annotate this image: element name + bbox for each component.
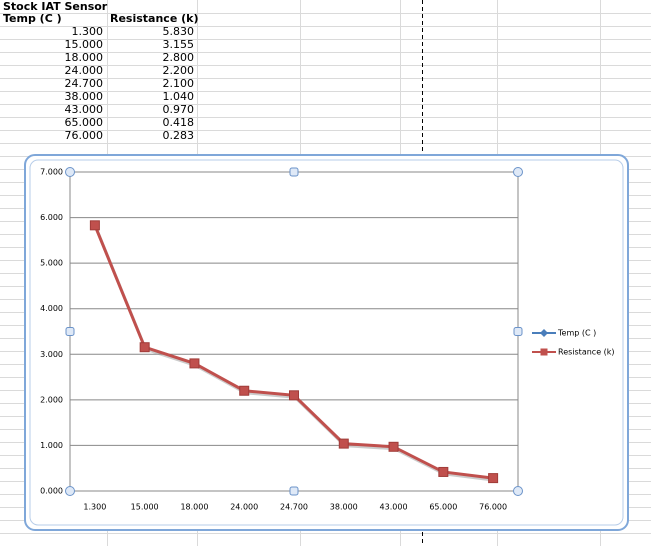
cell-value: 0.418 <box>163 116 195 129</box>
handle <box>513 486 523 496</box>
marker <box>289 390 299 401</box>
handle <box>289 486 299 496</box>
y-tick-label: 0.000 <box>40 487 63 496</box>
cell-value: 24.700 <box>65 77 104 90</box>
marker <box>338 438 349 449</box>
sheet-title: Stock IAT Sensor <box>3 0 108 13</box>
cell-value: 0.283 <box>163 129 195 142</box>
cell-value: 3.155 <box>163 38 195 51</box>
handle <box>289 167 299 177</box>
x-tick-label: 24.000 <box>230 503 258 512</box>
marker <box>438 466 449 477</box>
y-tick-label: 2.000 <box>40 395 63 404</box>
marker <box>388 441 399 452</box>
legend-marker <box>540 348 548 356</box>
cell-value: 43.000 <box>65 103 104 116</box>
cell-value: 2.100 <box>163 77 195 90</box>
plot-area <box>69 171 519 492</box>
handle <box>65 486 75 496</box>
legend-label: Resistance (k) <box>558 348 615 357</box>
cell-value: 5.830 <box>163 25 195 38</box>
marker <box>139 342 150 353</box>
x-tick-label: 65.000 <box>429 503 457 512</box>
x-tick-label: 43.000 <box>380 503 408 512</box>
legend-marker <box>540 329 548 337</box>
handle <box>65 327 75 336</box>
cell-value: 65.000 <box>65 116 104 129</box>
marker <box>89 220 100 231</box>
marker <box>189 358 200 369</box>
x-tick-label: 24.700 <box>280 503 308 512</box>
cell-value: 1.300 <box>72 25 104 38</box>
y-tick-label: 1.000 <box>40 441 63 450</box>
cell-value: 0.970 <box>163 103 195 116</box>
marker <box>488 473 499 484</box>
handle <box>513 327 523 336</box>
column-header: Temp (C ) <box>3 12 62 25</box>
x-tick-label: 76.000 <box>479 503 507 512</box>
y-tick-label: 3.000 <box>40 350 63 359</box>
y-tick-label: 7.000 <box>40 168 63 177</box>
y-tick-label: 4.000 <box>40 304 63 313</box>
cell-value: 76.000 <box>65 129 104 142</box>
cell-value: 1.040 <box>163 90 195 103</box>
handle <box>65 167 75 177</box>
marker <box>239 385 250 396</box>
y-tick-label: 6.000 <box>40 213 63 222</box>
handle <box>513 167 523 177</box>
x-tick-label: 15.000 <box>131 503 159 512</box>
x-tick-label: 1.300 <box>83 503 106 512</box>
cell-value: 15.000 <box>65 38 104 51</box>
x-tick-label: 18.000 <box>180 503 208 512</box>
cell-value: 2.800 <box>163 51 195 64</box>
legend-label: Temp (C ) <box>557 329 596 338</box>
cell-value: 38.000 <box>65 90 104 103</box>
cell-value: 18.000 <box>65 51 104 64</box>
x-tick-label: 38.000 <box>330 503 358 512</box>
column-header: Resistance (k) <box>110 12 199 25</box>
cell-value: 2.200 <box>163 64 195 77</box>
y-tick-label: 5.000 <box>40 259 63 268</box>
cell-value: 24.000 <box>65 64 104 77</box>
